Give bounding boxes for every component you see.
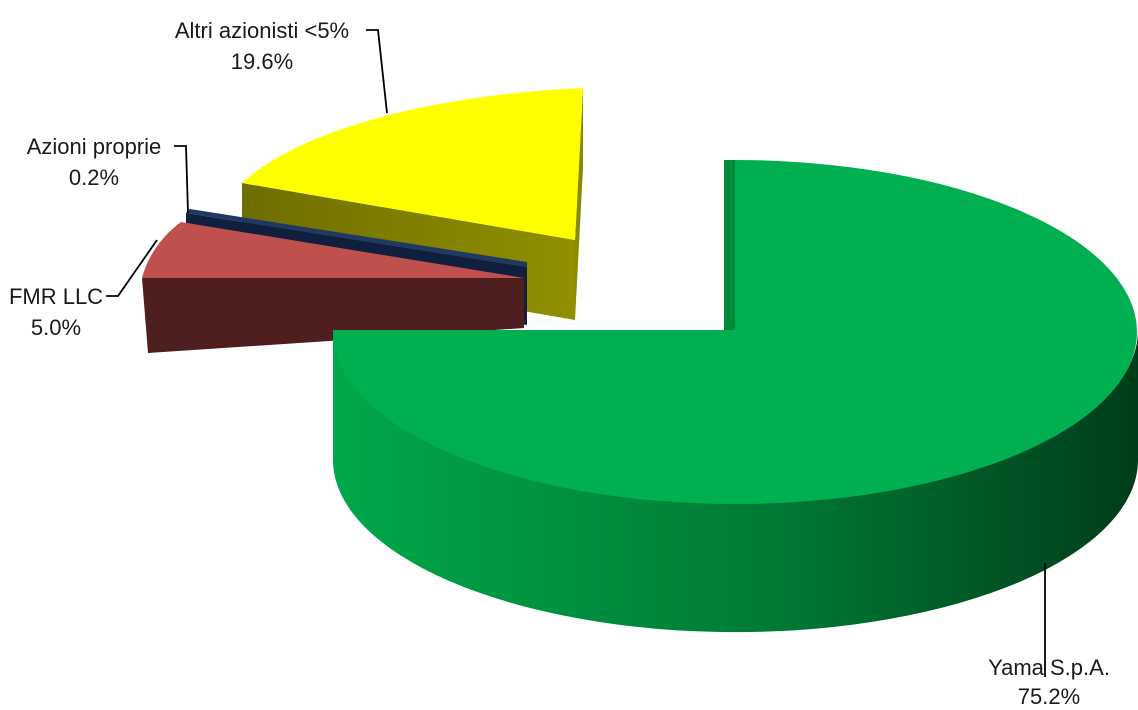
slice-altri-azionisti-side-right <box>575 88 583 320</box>
slice-yama-side <box>333 330 1138 633</box>
label-fmr-llc-name: FMR LLC <box>9 284 103 309</box>
leader-line-fmr-llc <box>106 239 158 297</box>
label-azioni-proprie-name: Azioni proprie <box>27 134 162 159</box>
label-yama-name: Yama S.p.A. <box>988 655 1110 680</box>
label-fmr-llc-value: 5.0% <box>31 315 81 340</box>
leader-line-azioni-proprie <box>174 145 189 214</box>
slice-altri-azionisti-top <box>242 88 583 240</box>
slice-yama-top <box>332 160 1137 504</box>
slice-fmr-llc-top <box>142 222 524 278</box>
slice-yama <box>332 160 1138 633</box>
slice-yama-inner-edge <box>724 160 735 330</box>
slice-azioni-proprie-top <box>186 209 527 267</box>
label-altri-azionisti-value: 19.6% <box>231 49 293 74</box>
label-azioni-proprie-value: 0.2% <box>69 165 119 190</box>
label-altri-azionisti-name: Altri azionisti <5% <box>175 18 349 43</box>
label-yama-value: 75.2% <box>1018 684 1080 709</box>
leader-line-altri-azionisti <box>366 29 388 114</box>
